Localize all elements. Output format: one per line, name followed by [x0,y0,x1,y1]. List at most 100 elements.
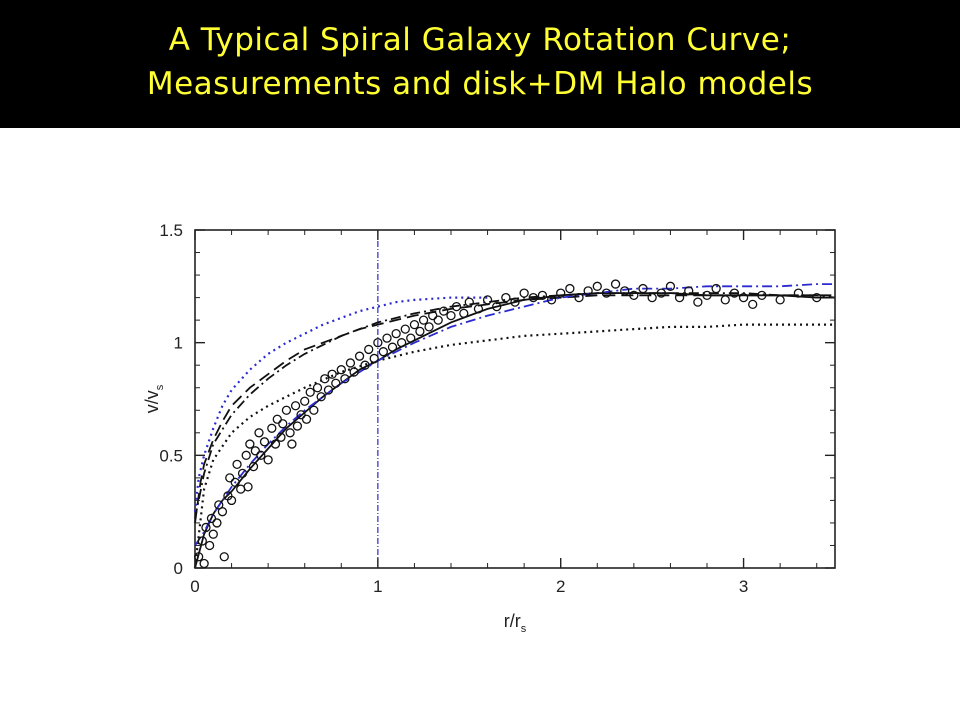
measurement-point [418,315,429,325]
y-tick-label: 0.5 [159,446,183,465]
measurement-point [519,288,529,298]
measurement-point [354,351,365,361]
measurement-point [226,495,237,506]
measurement-point [647,292,657,303]
measurement-point [428,310,438,321]
measurement-point [656,288,666,298]
measurement-point [212,518,222,528]
measurement-point [201,522,211,533]
measurement-point [232,459,242,469]
measurement-point [738,292,749,303]
measurement-point [276,432,286,442]
measurement-point [206,513,217,524]
measurement-point [665,281,676,291]
measurement-point [793,288,804,298]
measurement-point [391,329,401,339]
measurement-point [546,295,557,305]
measurement-point [510,297,520,307]
measurement-point [424,322,434,332]
measurement-point [364,344,374,355]
y-tick-label: 1.5 [159,221,183,240]
measurement-point [556,288,566,298]
measurement-point [230,477,240,488]
measurement-point [272,414,282,424]
measurement-point [729,288,740,298]
measurement-point [583,286,593,296]
measurement-point [574,292,584,303]
measurement-point [309,405,319,415]
measurement-point [492,301,502,312]
measurement-point [360,360,370,370]
measurement-point [254,428,264,438]
measurement-point [199,558,209,569]
measurement-point [256,450,266,460]
measurement-point [237,468,248,479]
model-curve-2 [194,294,835,524]
measurement-point [305,387,315,397]
measurement-point [757,290,767,300]
measurement-point [300,396,310,406]
measurement-point [378,347,388,357]
measurement-point [323,385,334,395]
measurement-point [219,552,229,562]
measurement-point [336,365,346,375]
measurement-point [446,310,456,321]
measurement-point [204,540,215,551]
measurement-point [331,378,341,388]
y-tick-label: 1 [174,334,183,353]
measurement-point [415,326,425,337]
measurement-point [369,353,379,364]
measurement-point [409,319,420,330]
measurement-point [349,367,359,377]
measurement-point [693,297,703,307]
measurement-point [748,299,758,310]
measurement-point [775,295,785,305]
measurement-point [638,283,648,294]
measurement-point [245,439,255,449]
measurement-point [197,536,207,546]
measurement-point [250,446,260,456]
measurement-point [243,482,253,492]
measurement-point [259,437,270,447]
x-tick-label: 3 [739,577,748,596]
measurement-point [396,338,407,348]
measurement-point [451,301,462,312]
measurement-point [610,279,621,289]
title-band: A Typical Spiral Galaxy Rotation Curve; … [0,0,960,128]
measurement-point [433,315,443,325]
x-tick-label: 0 [190,577,199,596]
measurement-point [406,333,416,343]
measurement-point [684,286,694,296]
measurement-points [194,279,822,569]
model-curves [193,230,836,569]
y-axis-label: v/vs [142,384,166,413]
measurement-point [601,288,612,298]
measurement-point [301,414,312,424]
measurement-point [459,308,469,319]
measurement-point [287,439,297,449]
measurement-point [674,292,685,303]
measurement-point [267,423,277,433]
measurement-point [327,369,337,379]
model-curve-1 [194,292,835,569]
x-axis-label: r/rs [504,611,527,635]
x-tick-label: 2 [556,577,565,596]
model-curve-3 [193,323,835,569]
measurement-point [473,304,484,314]
measurement-point [290,401,301,411]
measurement-point [278,419,288,429]
measurement-point [400,324,410,334]
model-curve-6 [194,292,836,519]
measurement-point [241,450,251,460]
model-curve-5 [193,296,488,512]
measurement-point [439,306,449,316]
measurement-point [316,392,326,402]
measurement-point [387,342,398,352]
slide-title-line-2: Measurements and disk+DM Halo models [146,66,814,102]
x-tick-label: 1 [373,577,382,596]
measurement-point [345,358,356,368]
measurement-point [194,552,204,562]
y-tick-label: 0 [174,559,183,578]
measurement-point [812,292,822,303]
measurement-point [382,333,392,343]
